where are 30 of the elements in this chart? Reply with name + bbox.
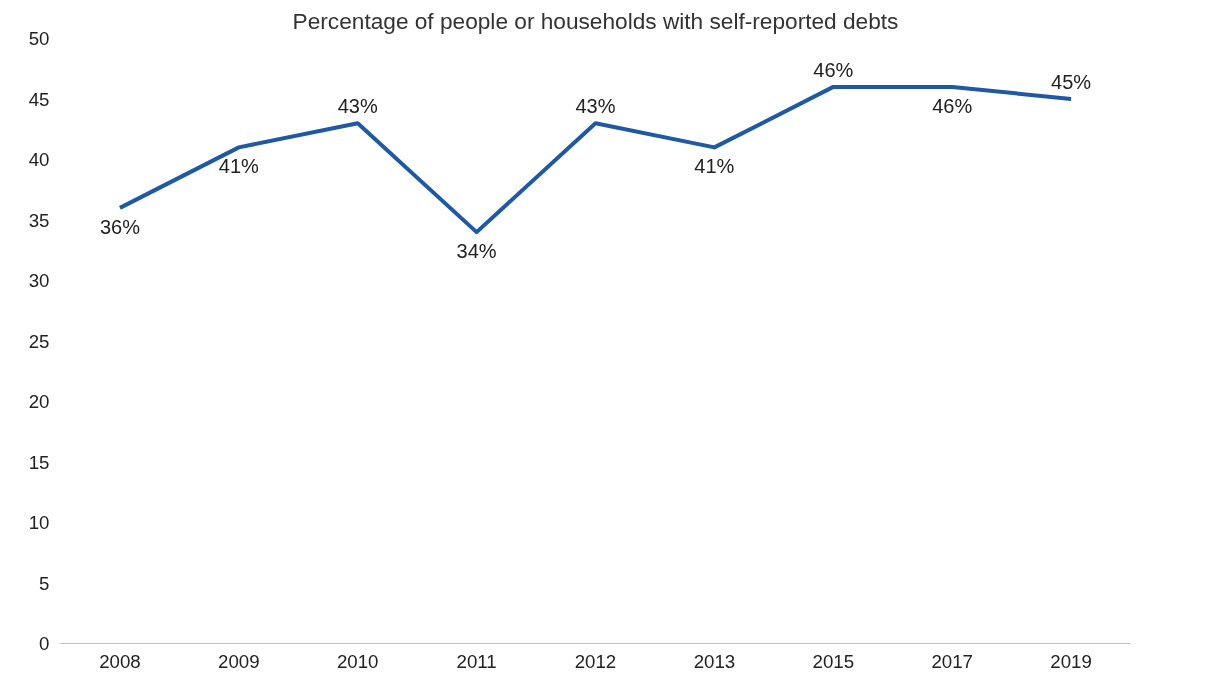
y-tick-label: 45 bbox=[28, 88, 50, 110]
y-tick-label: 15 bbox=[28, 451, 50, 473]
x-tick-label: 2015 bbox=[812, 650, 855, 672]
x-tick-label: 2010 bbox=[336, 650, 379, 672]
chart-title: Percentage of people or households with self-reported debts bbox=[292, 7, 899, 34]
x-tick-label: 2019 bbox=[1050, 650, 1092, 672]
data-label: 36% bbox=[99, 215, 141, 238]
y-tick-label: 50 bbox=[28, 28, 50, 49]
data-label: 46% bbox=[813, 58, 854, 81]
x-tick-label: 2013 bbox=[693, 650, 736, 672]
x-tick-label: 2012 bbox=[574, 650, 617, 672]
y-tick-label: 10 bbox=[28, 512, 50, 533]
data-label: 43% bbox=[575, 95, 616, 118]
y-tick-label: 30 bbox=[28, 270, 50, 291]
data-label: 45% bbox=[1051, 71, 1092, 93]
data-label: 41% bbox=[694, 155, 735, 178]
data-label: 46% bbox=[932, 94, 973, 117]
data-label: 34% bbox=[456, 240, 497, 263]
y-tick-label: 20 bbox=[28, 391, 50, 412]
data-label: 41% bbox=[218, 155, 260, 178]
data-label: 43% bbox=[337, 95, 378, 118]
y-tick-label: 0 bbox=[39, 633, 50, 654]
y-tick-label: 35 bbox=[28, 209, 50, 231]
x-tick-label: 2011 bbox=[456, 650, 497, 672]
y-tick-label: 40 bbox=[28, 149, 50, 170]
y-tick-label: 25 bbox=[28, 330, 50, 352]
x-tick-label: 2017 bbox=[931, 650, 973, 672]
x-tick-label: 2009 bbox=[218, 650, 260, 672]
x-tick-label: 2008 bbox=[99, 650, 141, 672]
y-tick-label: 5 bbox=[39, 572, 50, 594]
